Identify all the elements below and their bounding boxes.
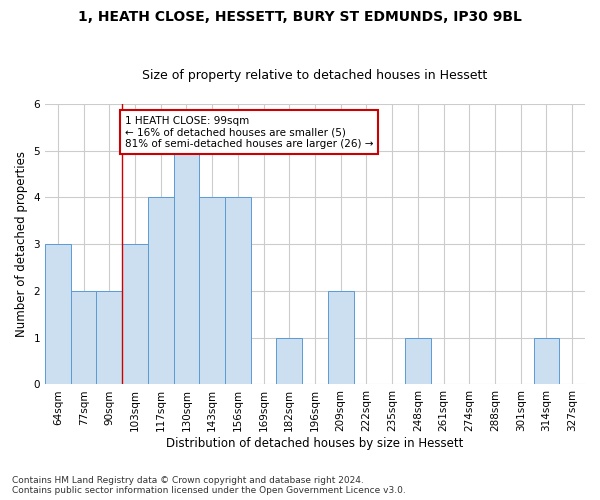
Bar bbox=[148, 198, 173, 384]
Bar bbox=[277, 338, 302, 384]
Bar bbox=[173, 150, 199, 384]
Bar bbox=[328, 291, 353, 384]
Text: Contains HM Land Registry data © Crown copyright and database right 2024.
Contai: Contains HM Land Registry data © Crown c… bbox=[12, 476, 406, 495]
Bar bbox=[533, 338, 559, 384]
Bar bbox=[97, 291, 122, 384]
Y-axis label: Number of detached properties: Number of detached properties bbox=[15, 151, 28, 337]
Text: 1 HEATH CLOSE: 99sqm
← 16% of detached houses are smaller (5)
81% of semi-detach: 1 HEATH CLOSE: 99sqm ← 16% of detached h… bbox=[125, 116, 373, 149]
Bar bbox=[225, 198, 251, 384]
Text: 1, HEATH CLOSE, HESSETT, BURY ST EDMUNDS, IP30 9BL: 1, HEATH CLOSE, HESSETT, BURY ST EDMUNDS… bbox=[78, 10, 522, 24]
Bar bbox=[122, 244, 148, 384]
Bar bbox=[71, 291, 97, 384]
Bar bbox=[45, 244, 71, 384]
X-axis label: Distribution of detached houses by size in Hessett: Distribution of detached houses by size … bbox=[166, 437, 464, 450]
Bar bbox=[405, 338, 431, 384]
Bar bbox=[199, 198, 225, 384]
Title: Size of property relative to detached houses in Hessett: Size of property relative to detached ho… bbox=[142, 69, 488, 82]
